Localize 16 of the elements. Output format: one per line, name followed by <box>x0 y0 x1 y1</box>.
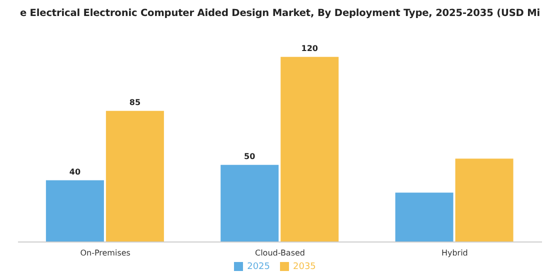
bar <box>280 56 339 242</box>
legend-label: 2025 <box>247 262 270 272</box>
x-tick-label: On-Premises <box>80 248 130 258</box>
bar <box>106 110 164 242</box>
chart-title: e Electrical Electronic Computer Aided Design Market, By Deployment Type, 2025-2035 (USD Mi <box>18 8 542 21</box>
bar <box>395 192 454 242</box>
bar <box>455 158 514 242</box>
bar <box>46 180 104 242</box>
x-tick-label: Hybrid <box>441 248 468 258</box>
data-label: 50 <box>244 152 256 161</box>
data-label: 40 <box>69 167 81 176</box>
x-tick-label: Cloud-Based <box>254 248 306 258</box>
bar <box>220 164 279 242</box>
data-label: 85 <box>129 98 141 107</box>
legend-label: 2035 <box>293 262 316 272</box>
data-label: 120 <box>301 44 318 53</box>
